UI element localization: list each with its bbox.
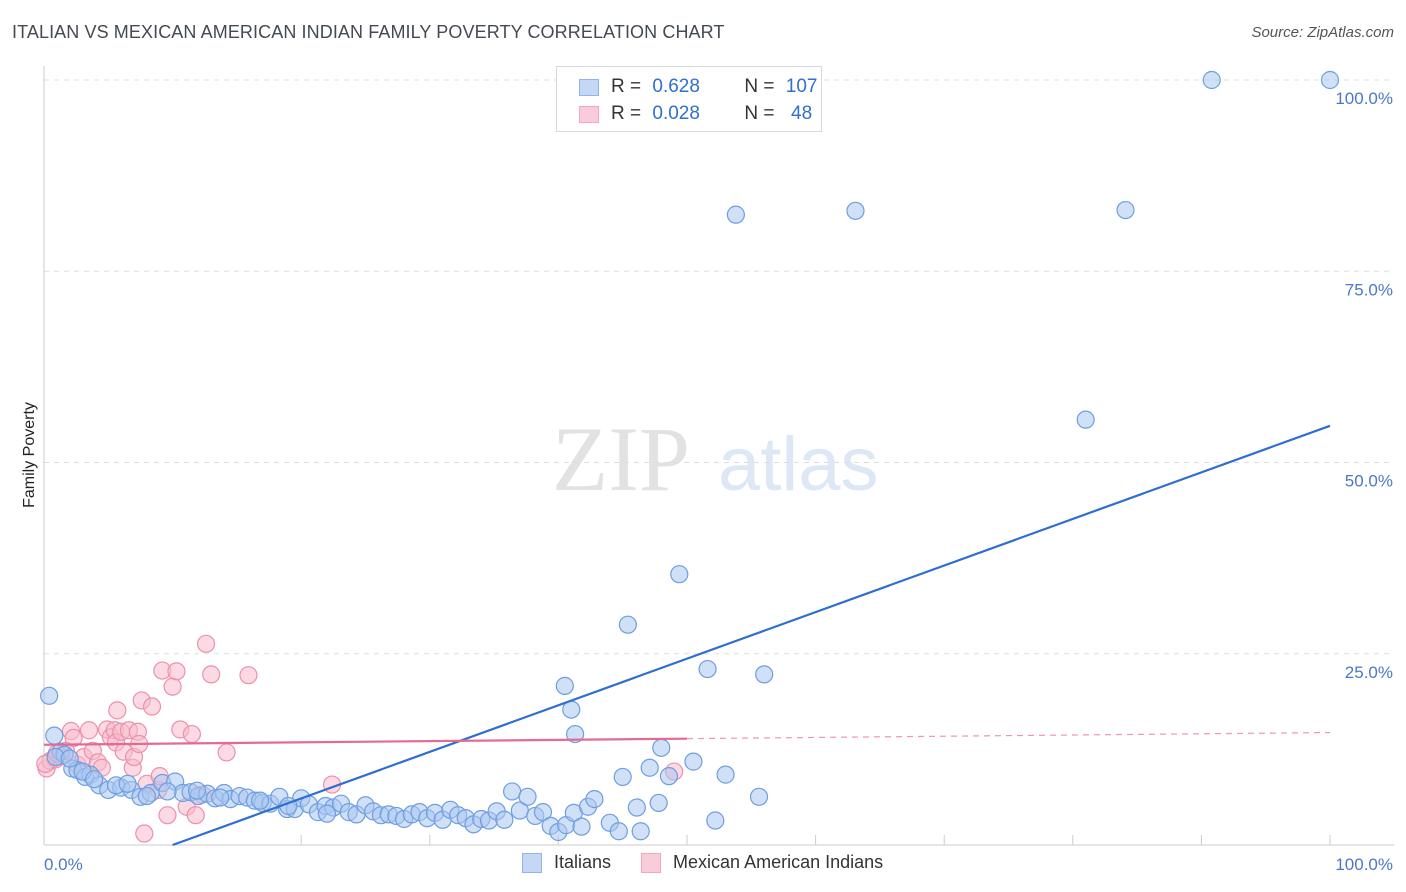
data-point-mexican xyxy=(167,662,186,681)
y-tick-labels: 25.0% 50.0% 75.0% 100.0% xyxy=(1335,89,1393,682)
data-point-italian xyxy=(211,788,230,807)
legend-r-value: 0.628 xyxy=(652,76,700,97)
data-point-italian xyxy=(85,770,104,789)
data-point-italian xyxy=(716,765,735,784)
data-point-italian xyxy=(158,782,177,801)
data-point-italian xyxy=(652,738,671,757)
y-tick-label: 25.0% xyxy=(1345,663,1393,682)
legend-item-italians: Italians xyxy=(522,852,611,873)
y-tick-label: 100.0% xyxy=(1335,89,1393,108)
legend-n-label: N = xyxy=(744,103,780,124)
trend-extension-mexican xyxy=(686,731,1331,740)
data-point-italian xyxy=(649,793,668,813)
data-point-italian xyxy=(1116,200,1135,220)
legend-row-italians: R = 0.628 N = 107 xyxy=(579,75,817,99)
watermark-zip: ZIP xyxy=(552,408,690,510)
legend-item-mexican: Mexican American Indians xyxy=(641,852,883,873)
legend-n-label: N = xyxy=(744,76,780,97)
x-tick-label-max: 100.0% xyxy=(1335,855,1393,874)
series-legend: Italians Mexican American Indians xyxy=(522,852,913,873)
data-point-mexican xyxy=(182,724,201,744)
data-point-italian xyxy=(755,665,774,684)
data-point-mexican xyxy=(108,701,127,720)
chart-title: ITALIAN VS MEXICAN AMERICAN INDIAN FAMIL… xyxy=(12,22,725,42)
data-point-italian xyxy=(609,822,628,841)
data-point-italian xyxy=(503,782,522,801)
trend-lines xyxy=(43,424,1331,847)
watermark-atlas: atlas xyxy=(718,422,879,507)
data-point-italian xyxy=(533,803,553,822)
stats-legend: R = 0.628 N = 107 R = 0.028 N = 48 xyxy=(556,66,822,132)
data-point-italian xyxy=(640,758,659,777)
x-tick-label-min: 0.0% xyxy=(44,855,83,874)
x-ticks xyxy=(300,835,1331,845)
y-tick-label: 50.0% xyxy=(1345,472,1393,491)
legend-r-value: 0.028 xyxy=(652,103,700,124)
data-point-italian xyxy=(631,822,650,841)
grid xyxy=(44,79,1394,655)
legend-swatch-italians xyxy=(579,78,599,96)
data-point-italian xyxy=(1202,70,1221,90)
data-point-italian xyxy=(585,789,604,809)
data-point-italian xyxy=(706,811,725,830)
legend-n-value: 107 xyxy=(785,76,818,97)
data-point-mexican xyxy=(239,666,258,685)
data-point-italian xyxy=(187,781,207,800)
data-point-italian xyxy=(45,726,64,745)
axes xyxy=(43,66,1394,846)
data-point-italian xyxy=(627,798,646,817)
data-point-italian xyxy=(566,724,585,744)
watermark: ZIP atlas xyxy=(552,408,879,510)
data-point-italian xyxy=(749,787,769,806)
data-point-italian xyxy=(670,565,689,584)
data-point-italian xyxy=(684,752,703,771)
data-point-mexican xyxy=(196,634,216,653)
data-point-italian xyxy=(726,205,745,224)
legend-swatch-italians xyxy=(522,852,542,873)
data-point-italian xyxy=(1320,70,1340,90)
data-point-mexican xyxy=(142,697,162,716)
data-point-italian xyxy=(137,786,156,806)
data-point-mexican xyxy=(163,677,182,696)
data-point-italian xyxy=(495,810,514,829)
data-point-italian xyxy=(846,201,865,220)
data-point-italian xyxy=(1076,410,1095,429)
data-point-italian xyxy=(659,767,679,786)
data-point-mexican xyxy=(202,665,221,684)
data-point-mexican xyxy=(186,806,205,825)
legend-r-label: R = xyxy=(611,76,647,97)
data-point-italian xyxy=(317,804,337,823)
data-point-italian xyxy=(698,659,717,679)
legend-row-mexican: R = 0.028 N = 48 xyxy=(579,102,812,126)
legend-r-label: R = xyxy=(611,103,647,124)
source-credit: Source: ZipAtlas.com xyxy=(1251,24,1394,41)
data-point-italian xyxy=(250,791,270,810)
trend-line-italians xyxy=(172,424,1331,847)
y-axis-label: Family Poverty xyxy=(21,402,38,508)
data-point-italian xyxy=(613,767,632,787)
legend-swatch-mexican xyxy=(641,852,662,873)
data-point-italian xyxy=(518,787,537,806)
legend-swatch-mexican xyxy=(579,105,599,123)
data-point-italian xyxy=(555,676,574,695)
data-point-italian xyxy=(572,817,591,836)
data-point-mexican xyxy=(217,743,236,762)
data-point-italian xyxy=(618,615,637,634)
data-point-italian xyxy=(118,774,137,793)
data-point-mexican xyxy=(158,806,177,825)
legend-n-value: 48 xyxy=(785,103,813,124)
data-point-mexican xyxy=(64,728,83,748)
y-tick-label: 75.0% xyxy=(1345,280,1393,299)
data-point-italian xyxy=(60,749,79,768)
legend-label-mexican: Mexican American Indians xyxy=(673,852,884,872)
legend-label-italians: Italians xyxy=(554,852,612,872)
data-point-mexican xyxy=(79,721,99,740)
data-point-italian xyxy=(40,686,59,705)
data-point-mexican xyxy=(135,824,154,843)
italian-points xyxy=(40,70,1340,842)
trend-line-mexican xyxy=(43,737,688,746)
